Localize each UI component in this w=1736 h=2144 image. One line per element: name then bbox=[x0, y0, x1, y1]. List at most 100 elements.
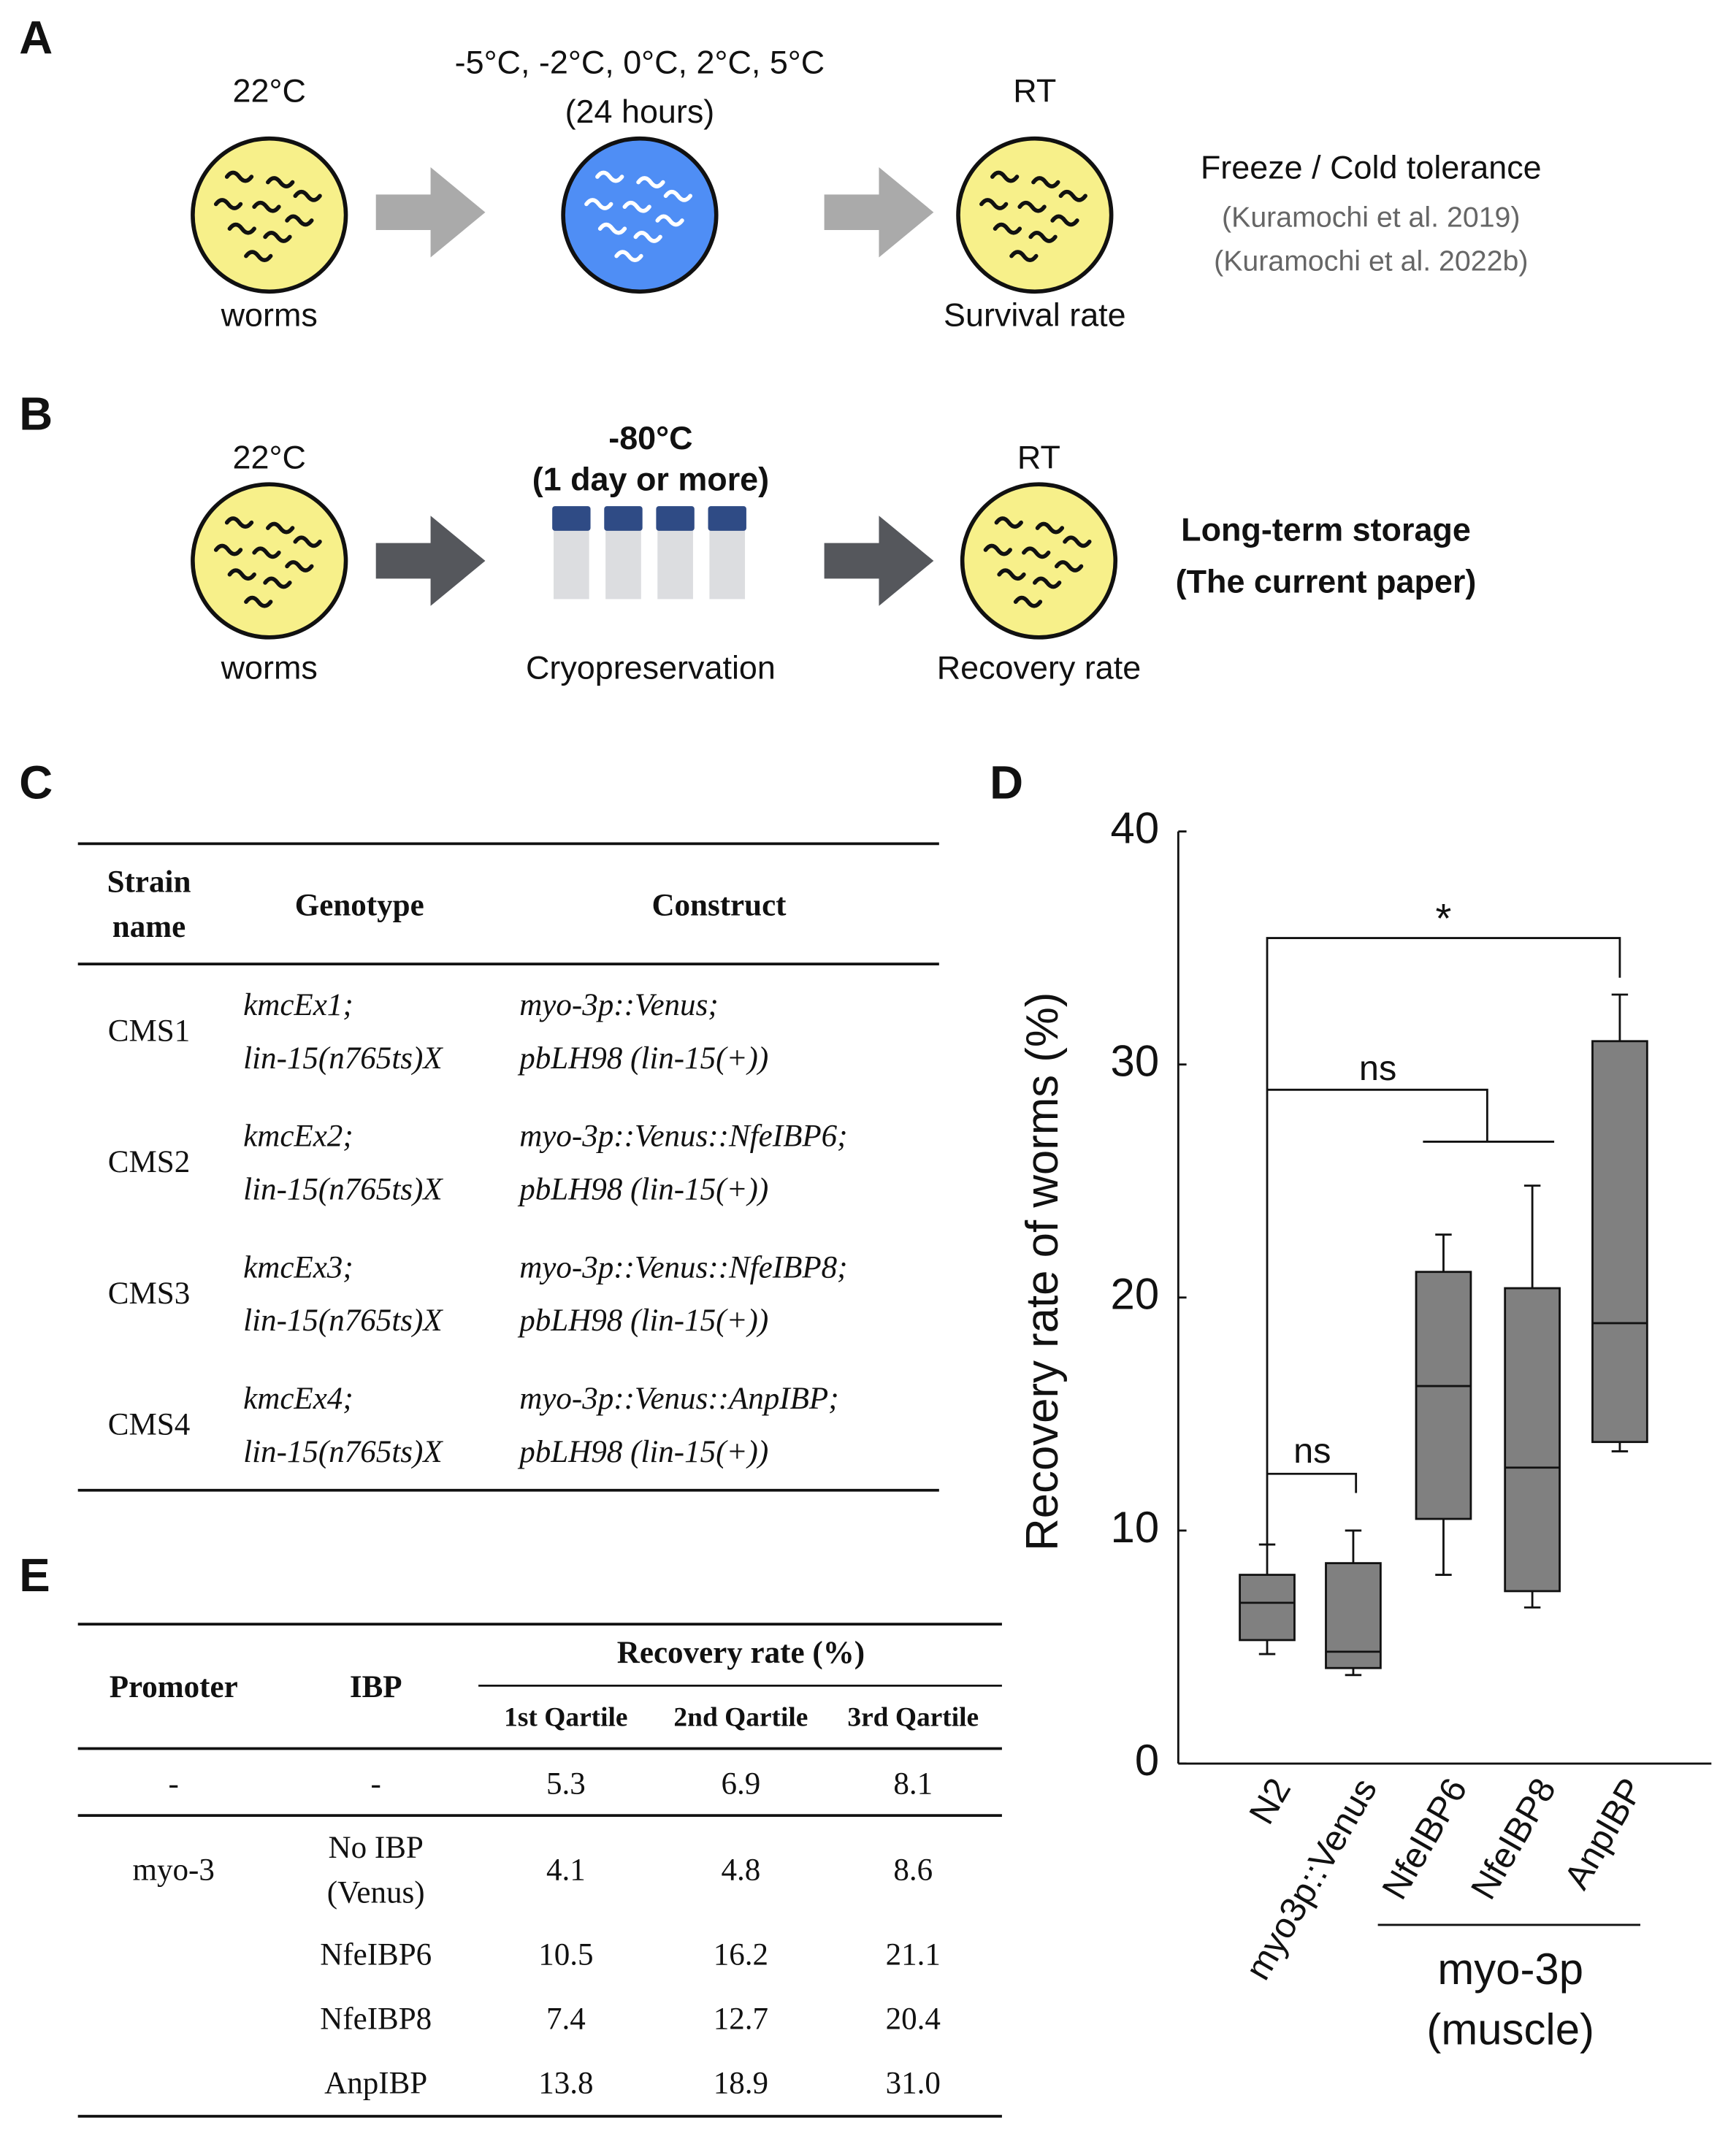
worm bbox=[244, 250, 273, 263]
table-cell: myo-3p::Venus::AnpIBP; bbox=[519, 1382, 838, 1416]
table-cell: lin-15(n765ts)X bbox=[243, 1303, 443, 1338]
table-cell: 21.1 bbox=[886, 1938, 941, 1972]
table-cell: Genotype bbox=[295, 888, 424, 922]
panel-label: D bbox=[990, 757, 1023, 809]
panel-label: B bbox=[19, 388, 53, 440]
table-cell: IBP bbox=[350, 1670, 402, 1704]
worm bbox=[633, 231, 662, 243]
table-cell: pbLH98 (lin-15(+)) bbox=[517, 1173, 768, 1207]
worm bbox=[1050, 214, 1079, 227]
worm bbox=[1031, 176, 1060, 188]
table-cell: lin-15(n765ts)X bbox=[243, 1173, 443, 1207]
y-tick-label: 10 bbox=[1111, 1503, 1160, 1552]
worm bbox=[224, 516, 254, 529]
table-cell: myo-3p::Venus; bbox=[519, 988, 718, 1022]
table-cell: 20.4 bbox=[886, 2002, 941, 2037]
y-tick-label: 20 bbox=[1111, 1270, 1160, 1319]
table-cell: Promoter bbox=[110, 1670, 238, 1704]
table-cell: Strain bbox=[107, 865, 191, 899]
table-cell: myo-3p::Venus::NfeIBP8; bbox=[519, 1250, 847, 1285]
table-cell: lin-15(n765ts)X bbox=[243, 1041, 443, 1076]
worm bbox=[997, 568, 1026, 581]
table-cell: myo-3p::Venus::NfeIBP6; bbox=[519, 1119, 847, 1154]
label: 22°C bbox=[233, 72, 306, 110]
worm bbox=[1054, 560, 1084, 573]
worm bbox=[990, 170, 1020, 183]
panel-label: A bbox=[19, 12, 53, 64]
worm bbox=[979, 198, 1009, 210]
table-cell: Recovery rate (%) bbox=[617, 1636, 865, 1670]
box bbox=[1325, 1562, 1382, 1669]
group-label: myo-3p bbox=[1437, 1945, 1583, 1994]
worm bbox=[614, 250, 643, 263]
worm bbox=[1013, 595, 1043, 608]
table-cell: 4.1 bbox=[546, 1853, 586, 1888]
table-cell: 3rd Qartile bbox=[847, 1703, 979, 1733]
x-tick-label: NfeIBP6 bbox=[1374, 1772, 1475, 1906]
worm bbox=[597, 222, 627, 235]
worm bbox=[1028, 231, 1058, 243]
label: -5°C, -2°C, 0°C, 2°C, 5°C bbox=[455, 43, 825, 80]
panel-label: C bbox=[19, 757, 53, 809]
subtitle: (The current paper) bbox=[1176, 563, 1477, 600]
table-cell: Construct bbox=[651, 888, 787, 922]
worm bbox=[994, 516, 1023, 529]
table-cell: kmcEx3; bbox=[243, 1250, 353, 1285]
worm bbox=[1022, 546, 1051, 559]
worm bbox=[252, 200, 281, 213]
table-cell: myo-3 bbox=[133, 1853, 215, 1888]
reference: (Kuramochi et al. 2022b) bbox=[1214, 245, 1528, 277]
label: worms bbox=[221, 296, 318, 334]
y-axis-title: Recovery rate of worms (%) bbox=[1017, 992, 1068, 1551]
table-cell: CMS3 bbox=[108, 1276, 190, 1311]
table-cell: (Venus) bbox=[327, 1876, 425, 1910]
worm bbox=[1009, 250, 1039, 263]
worm bbox=[285, 560, 314, 573]
table-cell: AnpIBP bbox=[324, 2067, 427, 2101]
worm bbox=[595, 170, 624, 183]
worm bbox=[293, 189, 322, 202]
worm bbox=[1063, 535, 1092, 548]
panel-label: E bbox=[19, 1550, 50, 1601]
table-cell: 8.6 bbox=[893, 1853, 933, 1888]
reference: (Kuramochi et al. 2019) bbox=[1222, 201, 1520, 233]
table-cell: kmcEx2; bbox=[243, 1119, 353, 1154]
x-tick-label: AnpIBP bbox=[1557, 1772, 1651, 1896]
worm bbox=[224, 170, 254, 183]
worm bbox=[213, 543, 243, 556]
worm bbox=[293, 535, 322, 548]
x-tick-label: NfeIBP8 bbox=[1464, 1772, 1564, 1906]
table-cell: pbLH98 (lin-15(+)) bbox=[517, 1435, 768, 1469]
table-cell: - bbox=[371, 1767, 381, 1802]
worm bbox=[983, 543, 1012, 556]
box-plot: 0 10 20 30 40 Recovery rate of worms (%) N2 myo… bbox=[1017, 803, 1712, 2054]
worm bbox=[1017, 200, 1047, 213]
y-tick-label: 30 bbox=[1111, 1037, 1160, 1086]
table-rules bbox=[77, 842, 1002, 2118]
table-cell: kmcEx4; bbox=[243, 1382, 353, 1416]
worm bbox=[584, 198, 613, 210]
worm bbox=[266, 521, 295, 535]
table-cell: 4.8 bbox=[722, 1853, 761, 1888]
table-cell: - bbox=[169, 1767, 179, 1802]
label: -80°C bbox=[608, 419, 692, 456]
dish bbox=[956, 136, 1114, 294]
table-cell: CMS4 bbox=[108, 1408, 190, 1442]
label: RT bbox=[1013, 72, 1056, 110]
worm bbox=[213, 198, 243, 210]
worm bbox=[266, 176, 295, 188]
worm bbox=[227, 222, 256, 235]
box bbox=[1504, 1287, 1561, 1593]
annotation: * bbox=[1436, 895, 1452, 941]
tubes bbox=[552, 506, 746, 600]
label: 22°C bbox=[233, 438, 306, 475]
worm bbox=[1033, 576, 1062, 589]
worm bbox=[663, 189, 692, 202]
box bbox=[1591, 1040, 1648, 1444]
worm bbox=[227, 568, 256, 581]
dish bbox=[960, 482, 1118, 640]
table-cell: 13.8 bbox=[538, 2067, 593, 2101]
table-cell: 6.9 bbox=[722, 1767, 761, 1802]
